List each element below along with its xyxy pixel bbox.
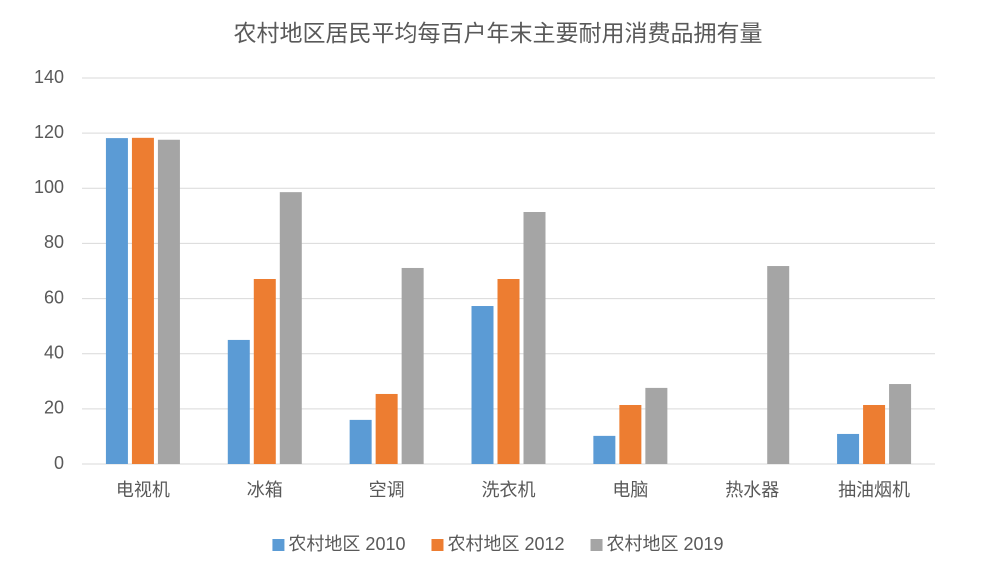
legend-label: 农村地区 2012 <box>447 534 564 554</box>
bar <box>497 278 520 464</box>
y-tick-label: 20 <box>44 398 64 418</box>
legend-label: 农村地区 2010 <box>288 534 405 554</box>
bar <box>349 419 372 464</box>
y-tick-label: 80 <box>44 232 64 252</box>
bar <box>131 137 154 464</box>
x-tick-label: 电视机 <box>116 480 170 500</box>
bar <box>645 387 668 464</box>
x-tick-label: 电脑 <box>612 480 648 500</box>
bar <box>157 139 180 464</box>
y-tick-label: 0 <box>54 453 64 473</box>
bar <box>767 266 790 464</box>
x-tick-label: 空调 <box>369 480 405 500</box>
bar <box>227 339 250 464</box>
bar <box>375 393 398 464</box>
legend-swatch <box>590 539 603 551</box>
y-tick-label: 40 <box>44 342 64 362</box>
y-tick-label: 60 <box>44 287 64 307</box>
chart-title: 农村地区居民平均每百户年末主要耐用消费品拥有量 <box>234 20 763 46</box>
x-tick-label: 抽油烟机 <box>838 480 910 500</box>
x-tick-label: 冰箱 <box>247 480 283 500</box>
legend-label: 农村地区 2019 <box>607 534 724 554</box>
bar <box>593 435 616 464</box>
bar <box>837 433 860 464</box>
y-tick-label: 120 <box>34 122 64 142</box>
x-tick-label: 热水器 <box>725 480 779 500</box>
legend-swatch <box>431 539 444 551</box>
bar <box>401 267 424 464</box>
bar <box>523 211 546 464</box>
y-tick-label: 100 <box>34 177 64 197</box>
x-tick-label: 洗衣机 <box>482 480 536 500</box>
legend-swatch <box>272 539 285 551</box>
y-tick-label: 140 <box>34 67 64 87</box>
bar <box>863 404 886 464</box>
bar <box>619 404 642 464</box>
bar <box>253 278 276 464</box>
bar <box>105 138 128 464</box>
bar <box>471 306 494 464</box>
bar <box>279 192 302 464</box>
legend: 农村地区 2010 农村地区 2012 农村地区 2019 <box>272 534 724 554</box>
bar <box>889 384 912 464</box>
